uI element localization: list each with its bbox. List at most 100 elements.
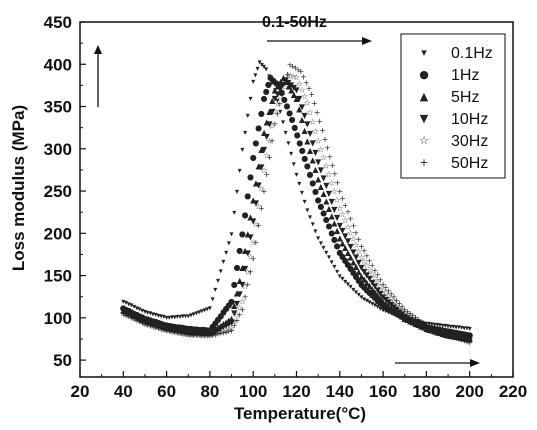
data-point: ▼ (421, 322, 428, 331)
data-point: ▾ (381, 305, 385, 314)
data-point: ● (304, 162, 311, 171)
data-point: ▼ (396, 307, 403, 316)
data-point: ▲ (459, 333, 466, 342)
data-point: ▲ (315, 174, 322, 183)
data-point: ☆ (347, 228, 354, 237)
data-point: ☆ (131, 314, 138, 323)
data-point: ▾ (238, 166, 242, 175)
data-point: + (247, 267, 254, 276)
data-point: ▼ (331, 205, 338, 214)
data-point: + (198, 331, 205, 340)
data-point: ▾ (370, 299, 374, 308)
data-point: ▾ (184, 312, 188, 321)
data-point: ▾ (346, 279, 350, 288)
data-point: ● (144, 315, 151, 324)
data-point: ▼ (304, 119, 311, 128)
data-point: ▼ (185, 328, 192, 337)
data-point: ● (320, 209, 327, 218)
data-point: ● (294, 131, 301, 140)
data-point: ▼ (266, 119, 273, 128)
data-point: ▾ (408, 315, 412, 324)
data-point: ☆ (401, 308, 408, 317)
data-point: ▼ (228, 318, 235, 327)
y-tick-label: 150 (44, 267, 72, 286)
data-point: ▾ (248, 94, 252, 103)
data-point: ☆ (412, 315, 419, 324)
data-point: ☆ (201, 331, 208, 340)
data-point: + (374, 271, 381, 280)
data-point: ▲ (188, 327, 195, 336)
data-point: ● (445, 327, 452, 336)
data-point: ● (358, 280, 365, 289)
data-point: ☆ (390, 297, 397, 306)
data-point: ▼ (258, 163, 265, 172)
data-point: ▾ (146, 308, 150, 317)
data-point: ▾ (151, 309, 155, 318)
data-point: + (428, 323, 435, 332)
data-point: + (410, 311, 417, 320)
legend-label: 50Hz (451, 155, 488, 172)
data-point: + (423, 321, 430, 330)
data-point: ▲ (275, 81, 282, 90)
data-point: + (324, 144, 331, 153)
legend-marker: ▼ (420, 112, 429, 125)
y-axis: 50 100 150 200 250 300 350 400 450 (44, 13, 86, 370)
data-point: + (415, 315, 422, 324)
data-point: ▼ (155, 321, 162, 330)
data-point: ▲ (150, 318, 157, 327)
data-point: ☆ (342, 216, 349, 225)
data-point: ▾ (430, 320, 434, 329)
data-point: ☆ (120, 309, 127, 318)
series-10hz-points: ▼▼▼▼▼▼▼▼▼▼▼▼▼▼▼▼▼▼▼▼▼▼▼▼▼▼▼▼▼▼▼▼▼▼▼▼▼▼▼▼… (120, 75, 473, 344)
data-point: ▼ (350, 247, 357, 256)
data-point: ▲ (437, 328, 444, 337)
data-point: ● (133, 310, 140, 319)
data-point: ▲ (258, 145, 265, 154)
data-point: ☆ (398, 305, 405, 314)
data-point: ● (331, 235, 338, 244)
data-point: ▲ (215, 323, 222, 332)
data-point: ▲ (288, 86, 295, 95)
data-point: ▼ (283, 75, 290, 84)
data-point: ▲ (266, 107, 273, 116)
data-point: ▼ (169, 325, 176, 334)
data-point: ▼ (201, 329, 208, 338)
data-point: ☆ (233, 310, 240, 319)
data-point: ● (393, 309, 400, 318)
data-point: ▾ (316, 234, 320, 243)
data-point: ▲ (269, 96, 276, 105)
data-point: ● (139, 313, 146, 322)
data-point: ▲ (323, 197, 330, 206)
data-point: ▼ (302, 111, 309, 120)
data-point: ▲ (177, 325, 184, 334)
data-point: ▼ (440, 330, 447, 339)
data-point: ☆ (458, 334, 465, 343)
data-point: ☆ (369, 269, 376, 278)
data-point: ▲ (253, 179, 260, 188)
data-point: ▾ (167, 313, 171, 322)
data-point: + (393, 296, 400, 305)
data-point: ▼ (459, 334, 466, 343)
data-point: + (358, 242, 365, 251)
data-point: ● (158, 319, 165, 328)
data-point: + (434, 326, 441, 335)
data-point: ● (283, 102, 290, 111)
data-point: + (263, 170, 270, 179)
legend-marker: ☆ (419, 134, 429, 147)
data-point: + (277, 100, 284, 109)
legend-marker: ▾ (421, 46, 427, 59)
data-point: ● (369, 291, 376, 300)
data-point: ● (455, 329, 462, 338)
data-point: ▼ (358, 263, 365, 272)
data-point: ▾ (232, 208, 236, 217)
y-tick-label: 250 (44, 182, 72, 201)
data-point: ▼ (180, 327, 187, 336)
data-point: ▼ (366, 274, 373, 283)
data-point: ☆ (317, 145, 324, 154)
data-point: ● (423, 322, 430, 331)
data-point: ▼ (147, 319, 154, 328)
data-point: ☆ (214, 328, 221, 337)
data-point: + (228, 327, 235, 336)
data-point: ▲ (201, 328, 208, 337)
data-point: ☆ (284, 70, 291, 79)
